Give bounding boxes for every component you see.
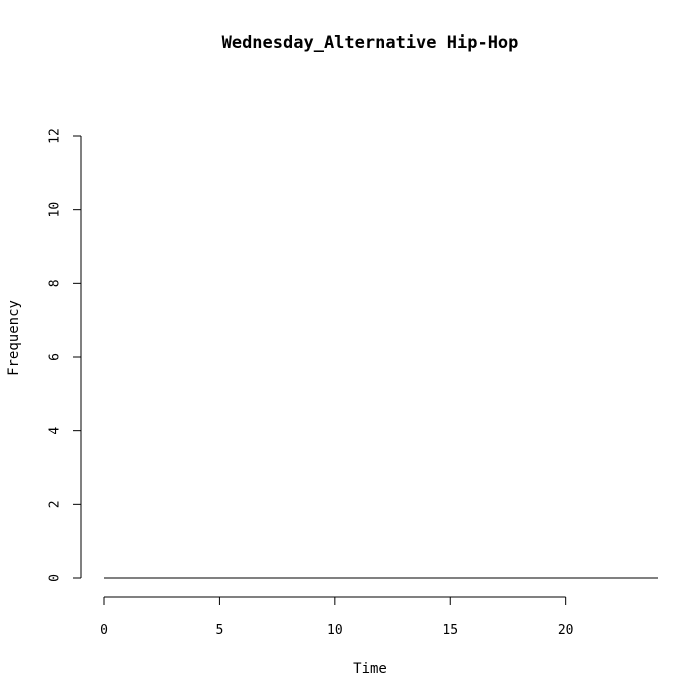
x-tick-label: 15 bbox=[442, 623, 458, 638]
x-tick-label: 5 bbox=[216, 623, 224, 638]
y-tick-label: 12 bbox=[48, 128, 63, 144]
y-tick-label: 0 bbox=[48, 574, 63, 582]
x-axis: 0 5 10 15 20 bbox=[100, 596, 574, 638]
y-axis: 0 2 4 6 8 10 12 bbox=[48, 128, 82, 582]
x-tick-label: 20 bbox=[558, 623, 574, 638]
y-axis-label: Frequency bbox=[6, 300, 22, 376]
y-tick-label: 8 bbox=[48, 279, 63, 287]
x-axis-label: Time bbox=[353, 661, 387, 677]
y-tick-label: 4 bbox=[48, 427, 63, 435]
y-tick-label: 6 bbox=[48, 353, 63, 361]
x-tick-label: 0 bbox=[100, 623, 108, 638]
y-tick-label: 2 bbox=[48, 500, 63, 508]
x-tick-label: 10 bbox=[327, 623, 343, 638]
chart-title: Wednesday_Alternative Hip-Hop bbox=[222, 33, 519, 53]
y-tick-label: 10 bbox=[48, 202, 63, 218]
